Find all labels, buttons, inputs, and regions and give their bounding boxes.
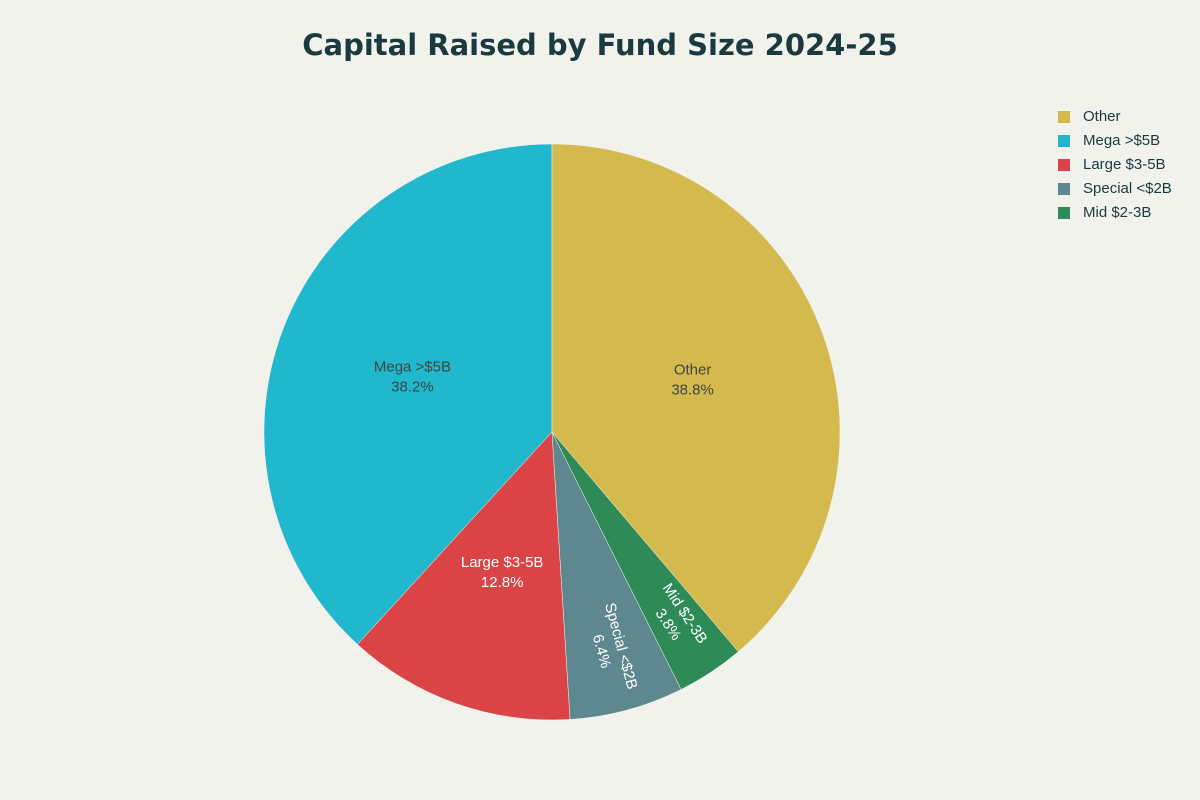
legend-label: Mega >$5B	[1083, 132, 1160, 149]
legend-label: Mid $2-3B	[1083, 204, 1151, 221]
slice-label-value: 38.8%	[671, 381, 714, 398]
slice-label: Other 38.8%	[671, 361, 714, 398]
pie-slice	[357, 431, 571, 721]
slice-label-name: Mega >$5B	[374, 359, 451, 376]
slice-label-name: Large $3-5B	[461, 554, 544, 571]
legend-swatch	[1058, 135, 1070, 147]
slice-label-value: 12.8%	[481, 574, 524, 591]
pie-slice	[551, 431, 682, 720]
slice-label: Large $3-5B 12.8%	[461, 554, 544, 591]
slice-label-value: 38.2%	[391, 379, 434, 396]
legend-label: Large $3-5B	[1083, 156, 1166, 173]
pie-slice	[263, 143, 553, 645]
legend-swatch	[1058, 183, 1070, 195]
legend-swatch	[1058, 159, 1070, 171]
legend-label: Special <$2B	[1083, 180, 1172, 197]
slice-label: Mega >$5B 38.2%	[374, 359, 451, 396]
chart-title: Capital Raised by Fund Size 2024-25	[302, 28, 898, 62]
legend-swatch	[1058, 111, 1070, 123]
legend-label: Other	[1083, 108, 1121, 125]
pie-slice	[551, 143, 841, 652]
slice-label-name: Other	[674, 361, 712, 378]
legend-swatch	[1058, 207, 1070, 219]
